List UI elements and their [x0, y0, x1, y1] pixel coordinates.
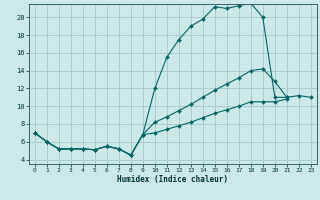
X-axis label: Humidex (Indice chaleur): Humidex (Indice chaleur)	[117, 175, 228, 184]
